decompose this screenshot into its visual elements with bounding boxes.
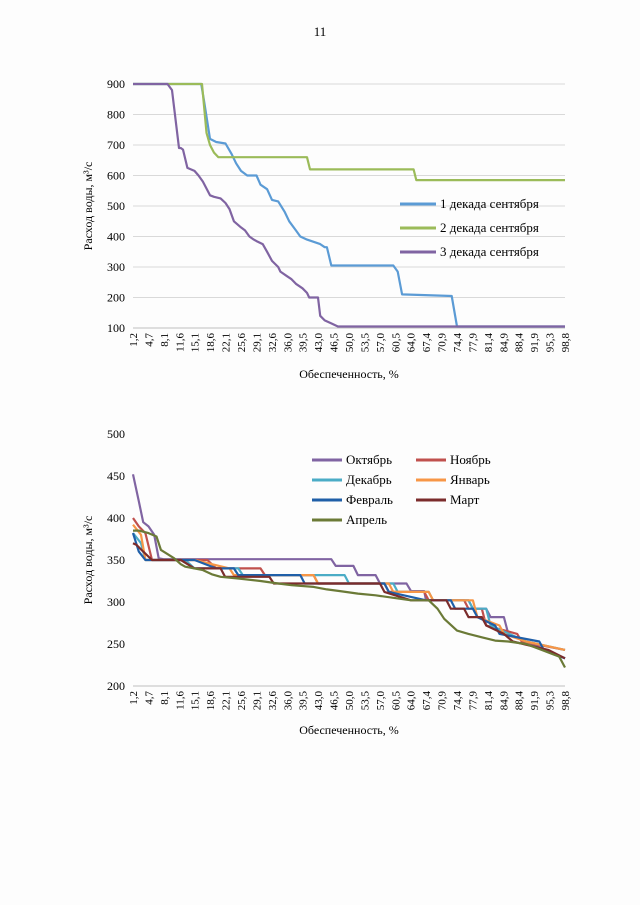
x-tick-label: 29,1 — [251, 333, 263, 352]
x-tick-label: 57,0 — [375, 333, 387, 353]
y-tick-label: 500 — [107, 199, 125, 213]
x-tick-label: 84,9 — [498, 691, 510, 711]
x-tick-label: 18,6 — [205, 691, 217, 711]
series-line-2 — [133, 82, 565, 182]
x-tick-label: 77,9 — [467, 333, 479, 353]
x-tick-label: 46,5 — [329, 333, 341, 353]
y-tick-label: 600 — [107, 169, 125, 183]
x-tick-label: 53,5 — [359, 333, 371, 353]
x-tick-label: 84,9 — [498, 333, 510, 353]
x-tick-label: 70,9 — [437, 333, 449, 353]
x-tick-label: 57,0 — [375, 691, 387, 711]
legend-label: Октябрь — [346, 452, 392, 467]
x-tick-label: 60,5 — [390, 333, 402, 353]
series-line-1 — [133, 82, 565, 328]
y-tick-label: 500 — [107, 427, 125, 441]
y-tick-label: 400 — [107, 230, 125, 244]
x-tick-label: 36,0 — [282, 691, 294, 711]
y-tick-label: 350 — [107, 553, 125, 567]
y-tick-label: 700 — [107, 138, 125, 152]
series-line-7 — [133, 529, 566, 669]
x-tick-label: 70,9 — [437, 691, 449, 711]
legend-label: 3 декада сентября — [440, 244, 539, 259]
x-tick-label: 53,5 — [359, 691, 371, 711]
legend-label: 2 декада сентября — [440, 220, 539, 235]
x-tick-label: 81,4 — [483, 691, 495, 711]
x-tick-label: 36,0 — [282, 333, 294, 353]
x-tick-label: 91,9 — [529, 333, 541, 353]
x-tick-label: 1,2 — [128, 691, 140, 705]
x-tick-label: 29,1 — [251, 691, 263, 710]
x-tick-label: 64,0 — [406, 691, 418, 711]
y-tick-label: 450 — [107, 469, 125, 483]
x-tick-label: 25,6 — [236, 333, 248, 353]
x-tick-label: 88,4 — [514, 333, 526, 353]
x-tick-label: 8,1 — [159, 333, 171, 347]
x-tick-label: 22,1 — [221, 333, 233, 352]
x-axis-title: Обеспеченность, % — [299, 367, 399, 381]
x-tick-label: 32,6 — [267, 691, 279, 711]
x-tick-label: 25,6 — [236, 691, 248, 711]
x-tick-label: 77,9 — [467, 691, 479, 711]
y-axis-title: Расход воды, м³/с — [81, 162, 95, 251]
x-tick-label: 8,1 — [159, 691, 171, 705]
legend-label: Декабрь — [346, 472, 392, 487]
x-tick-label: 15,1 — [190, 691, 202, 710]
legend-label: Март — [450, 492, 480, 507]
x-tick-label: 95,3 — [545, 333, 557, 353]
x-tick-label: 22,1 — [221, 691, 233, 710]
legend-label: 1 декада сентября — [440, 196, 539, 211]
x-tick-label: 60,5 — [390, 691, 402, 711]
legend-label: Январь — [450, 472, 490, 487]
x-tick-label: 74,4 — [452, 691, 464, 711]
y-tick-label: 200 — [107, 679, 125, 693]
x-tick-label: 11,6 — [174, 691, 186, 710]
x-tick-label: 46,5 — [329, 691, 341, 711]
x-tick-label: 81,4 — [483, 333, 495, 353]
x-tick-label: 91,9 — [529, 691, 541, 711]
y-tick-label: 800 — [107, 108, 125, 122]
x-tick-label: 4,7 — [143, 333, 155, 347]
y-tick-label: 250 — [107, 637, 125, 651]
x-tick-label: 67,4 — [421, 333, 433, 353]
x-axis-title: Обеспеченность, % — [299, 723, 399, 737]
x-tick-label: 88,4 — [514, 691, 526, 711]
x-tick-label: 39,5 — [298, 333, 310, 353]
x-tick-label: 64,0 — [406, 333, 418, 353]
x-tick-label: 98,8 — [560, 333, 572, 353]
x-tick-label: 32,6 — [267, 333, 279, 353]
x-tick-label: 74,4 — [452, 333, 464, 353]
y-tick-label: 300 — [107, 260, 125, 274]
y-tick-label: 300 — [107, 595, 125, 609]
series-line-5 — [131, 532, 566, 660]
x-tick-label: 43,0 — [313, 691, 325, 711]
chart-1: 100 200 300 400 500 600 700 800 900 1,2 4,7 8,1 11,6… — [81, 77, 572, 381]
y-tick-label: 400 — [107, 511, 125, 525]
x-tick-label: 1,2 — [128, 333, 140, 347]
x-tick-label: 98,8 — [560, 691, 572, 711]
x-tick-label: 95,3 — [545, 691, 557, 711]
x-tick-label: 4,7 — [143, 691, 155, 705]
page-number: 11 — [313, 24, 327, 39]
y-tick-label: 200 — [107, 291, 125, 305]
series-line-3 — [133, 82, 565, 328]
y-axis-title: Расход воды, м³/с — [81, 516, 95, 605]
y-tick-label: 900 — [107, 77, 125, 91]
chart-2: 200 250 300 350 400 450 500 1,2 4,7 8,1 11,6 15,1 18… — [81, 427, 572, 737]
x-tick-label: 43,0 — [313, 333, 325, 353]
legend-label: Ноябрь — [450, 452, 491, 467]
x-tick-label: 11,6 — [174, 333, 186, 352]
legend-label: Апрель — [346, 512, 387, 527]
x-tick-label: 18,6 — [205, 333, 217, 353]
x-tick-label: 50,0 — [344, 691, 356, 711]
x-tick-label: 50,0 — [344, 333, 356, 353]
x-tick-label: 39,5 — [298, 691, 310, 711]
x-tick-label: 67,4 — [421, 691, 433, 711]
y-tick-label: 100 — [107, 321, 125, 335]
legend-label: Февраль — [346, 492, 393, 507]
x-tick-label: 15,1 — [190, 333, 202, 352]
